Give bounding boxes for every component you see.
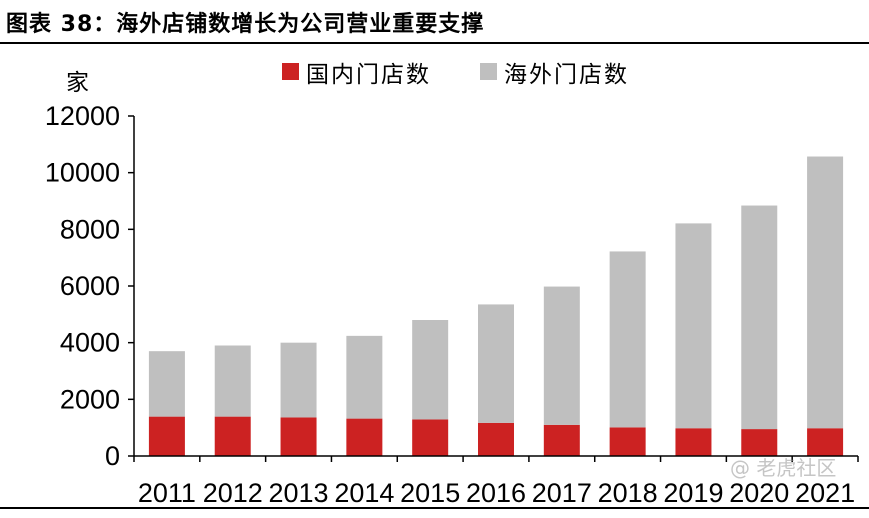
stacked-bar-chart: 家 国内门店数 海外门店数 0 2000 4000 6000 8000 10000 1200…	[45, 62, 859, 505]
legend-swatch-domestic	[282, 63, 299, 80]
bar-overseas-2019	[675, 223, 712, 429]
x-tick-label: 2021	[795, 478, 855, 505]
legend-label-domestic: 国内门店数	[306, 62, 431, 88]
bar-overseas-2016	[478, 304, 514, 423]
x-tick-label: 2019	[663, 478, 723, 505]
bar-domestic-2019	[675, 428, 712, 456]
bar-domestic-2017	[543, 424, 580, 456]
bar-domestic-2014	[346, 418, 383, 456]
figure-title: 图表 38：海外店铺数增长为公司营业重要支撑	[6, 12, 485, 37]
y-axis: 0 2000 4000 6000 8000 10000 12000	[45, 101, 135, 471]
bar-overseas-2013	[280, 342, 317, 418]
x-tick-label: 2014	[334, 478, 394, 505]
bar-overseas-2021	[807, 156, 844, 429]
x-tick-label: 2013	[269, 478, 329, 505]
bar-domestic-2020	[741, 429, 778, 456]
x-tick-label: 2012	[203, 478, 263, 505]
bar-overseas-2012	[214, 345, 251, 417]
bar-domestic-2016	[478, 422, 514, 456]
bar-domestic-2012	[214, 416, 251, 456]
bar-overseas-2015	[412, 320, 449, 420]
bottom-rule	[0, 507, 869, 509]
bar-domestic-2021	[807, 428, 844, 456]
y-tick-label: 0	[105, 441, 120, 471]
x-tick-label: 2018	[598, 478, 658, 505]
legend: 国内门店数 海外门店数	[282, 62, 629, 88]
bar-overseas-2014	[346, 335, 383, 419]
bars	[148, 156, 844, 456]
x-tick-label: 2020	[729, 478, 789, 505]
bar-overseas-2011	[148, 351, 185, 417]
bar-domestic-2015	[412, 419, 449, 456]
y-tick-label: 6000	[60, 271, 120, 301]
title-rule	[0, 42, 869, 44]
y-axis-unit-label: 家	[66, 70, 89, 96]
watermark: @ 老虎社区	[730, 456, 837, 480]
bar-domestic-2011	[148, 416, 185, 456]
y-tick-label: 2000	[60, 384, 120, 414]
y-tick-label: 10000	[45, 158, 120, 188]
x-axis: 2011 2012 2013 2014 2015 2016 2017 2018 2019 2020…	[133, 455, 859, 505]
x-tick-label: 2016	[466, 478, 526, 505]
bar-domestic-2013	[280, 417, 317, 456]
legend-label-overseas: 海外门店数	[504, 62, 629, 88]
bar-overseas-2020	[741, 205, 778, 430]
x-tick-label: 2017	[532, 478, 592, 505]
x-tick-label: 2011	[138, 478, 196, 505]
bar-overseas-2017	[543, 286, 580, 425]
y-tick-label: 12000	[45, 101, 120, 131]
y-tick-label: 8000	[60, 214, 120, 244]
legend-swatch-overseas	[480, 63, 497, 80]
bar-domestic-2018	[609, 427, 646, 456]
x-tick-label: 2015	[400, 478, 460, 505]
y-tick-label: 4000	[60, 328, 120, 358]
bar-overseas-2018	[609, 251, 646, 428]
